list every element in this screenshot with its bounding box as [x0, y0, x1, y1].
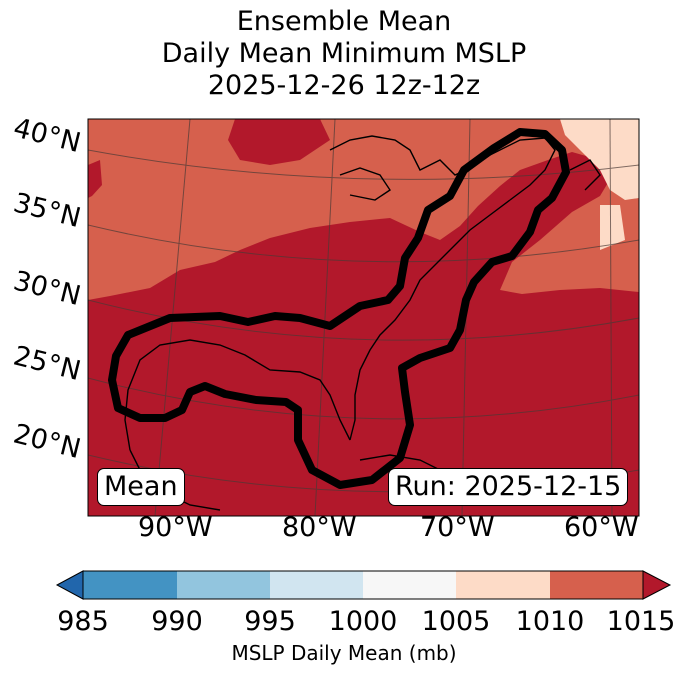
title-line-3: 2025-12-26 12z-12z	[207, 70, 481, 101]
colorbar-tick-1005: 1005	[421, 606, 491, 637]
colorbar-label: MSLP Daily Mean (mb)	[231, 641, 457, 665]
pressure-field-1005-east	[600, 205, 625, 250]
coastlines	[124, 135, 601, 511]
colorbar-extend-high	[642, 570, 672, 600]
ensemble-contour	[108, 128, 570, 489]
map-border	[87, 118, 640, 517]
pressure-field-1015-north	[228, 119, 330, 165]
run-label-box: Run: 2025-12-15	[388, 468, 629, 506]
colorbar-bin-1010-1015	[550, 571, 643, 599]
colorbar-tick-1015: 1015	[606, 606, 676, 637]
colorbar-bin-1000-1005	[363, 571, 456, 599]
colorbar-bin-995-1000	[270, 571, 363, 599]
colorbar-tick-985: 985	[57, 606, 109, 637]
pressure-field-1015	[88, 152, 639, 516]
pressure-field-1005	[560, 119, 639, 200]
colorbar	[55, 570, 672, 600]
title-line-2: Daily Mean Minimum MSLP	[161, 38, 527, 69]
colorbar-tick-995: 995	[244, 606, 296, 637]
colorbar-tick-1000: 1000	[328, 606, 398, 637]
map-area	[88, 119, 639, 516]
lon-label-80w: 80°W	[282, 512, 357, 543]
colorbar-tick-1010: 1010	[515, 606, 585, 637]
pressure-field-1015-west	[88, 160, 102, 198]
colorbar-bin-1005-1010	[456, 571, 550, 599]
mean-label-box: Mean	[97, 468, 185, 506]
colorbar-outline	[82, 570, 644, 600]
lon-label-60w: 60°W	[564, 512, 639, 543]
colorbar-tick-990: 990	[151, 606, 203, 637]
colorbar-extend-low	[55, 570, 84, 600]
colorbar-bin-990-995	[177, 571, 270, 599]
lon-label-70w: 70°W	[420, 512, 495, 543]
colorbar-bin-985-990	[83, 571, 177, 599]
title-line-1: Ensemble Mean	[236, 6, 452, 37]
lon-label-90w: 90°W	[138, 512, 213, 543]
